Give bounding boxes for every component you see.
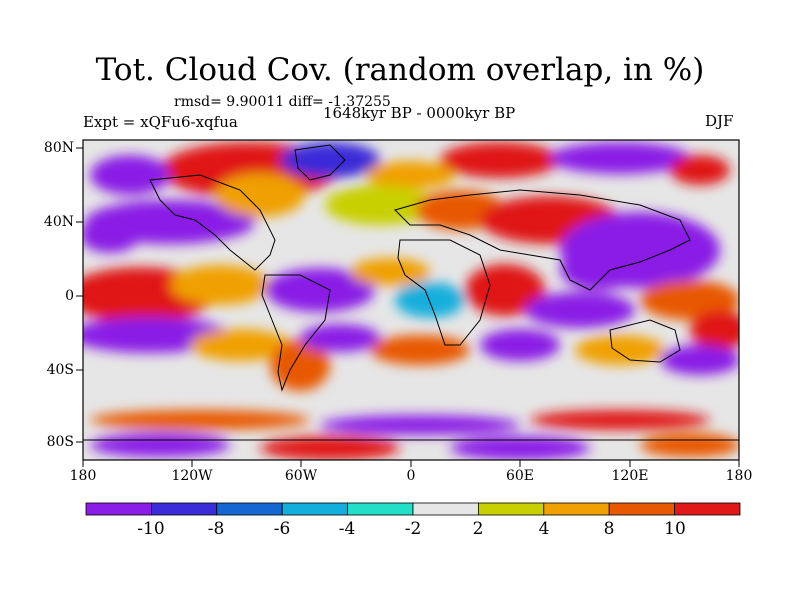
period-text: 1648kyr BP - 0000kyr BP [323,104,516,122]
colorbar-label: 4 [538,519,550,539]
colorbar-swatch [216,502,283,516]
colorbar-swatch [150,502,218,516]
colorbar-swatch [412,502,479,516]
experiment-text: Expt = xQFu6-xqfua [83,113,238,131]
colorbar [85,502,741,516]
lat-label-40n: 40N [43,214,74,230]
lat-label-0: 0 [65,288,74,304]
colorbar-swatch [608,502,676,516]
colorbar-swatch [281,502,349,516]
colorbar-label: -8 [207,519,225,539]
lon-label-0: 0 [406,468,416,484]
cloud-anomaly-field [83,140,739,460]
colorbar-swatch [543,502,610,516]
colorbar-swatch [347,502,414,516]
lat-label-80n: 80N [43,140,74,156]
colorbar-label: -6 [273,519,291,539]
plot-title: Tot. Cloud Cov. (random overlap, in %) [95,52,705,88]
colorbar-label: 2 [472,519,484,539]
lon-label-180e: 180 [725,468,753,484]
colorbar-label: -10 [137,519,165,539]
colorbar-swatch [674,502,741,516]
lon-label-60w: 60W [284,468,318,484]
coastlines [83,144,739,441]
stats-text: rmsd= 9.90011 diff= -1.37255 [174,94,391,110]
colorbar-label: -4 [338,519,356,539]
lat-label-80s: 80S [46,434,74,450]
colorbar-label: 10 [664,519,686,539]
lon-label-60e: 60E [505,468,535,484]
colorbar-label: 8 [603,519,615,539]
lat-label-40s: 40S [46,362,74,378]
colorbar-swatch [477,502,545,516]
colorbar-label: -2 [404,519,422,539]
season-text: DJF [705,112,734,130]
lon-label-120e: 120E [611,468,649,484]
lon-label-120w: 120W [171,468,213,484]
lon-label-180w: 180 [69,468,97,484]
colorbar-swatch [85,502,152,516]
